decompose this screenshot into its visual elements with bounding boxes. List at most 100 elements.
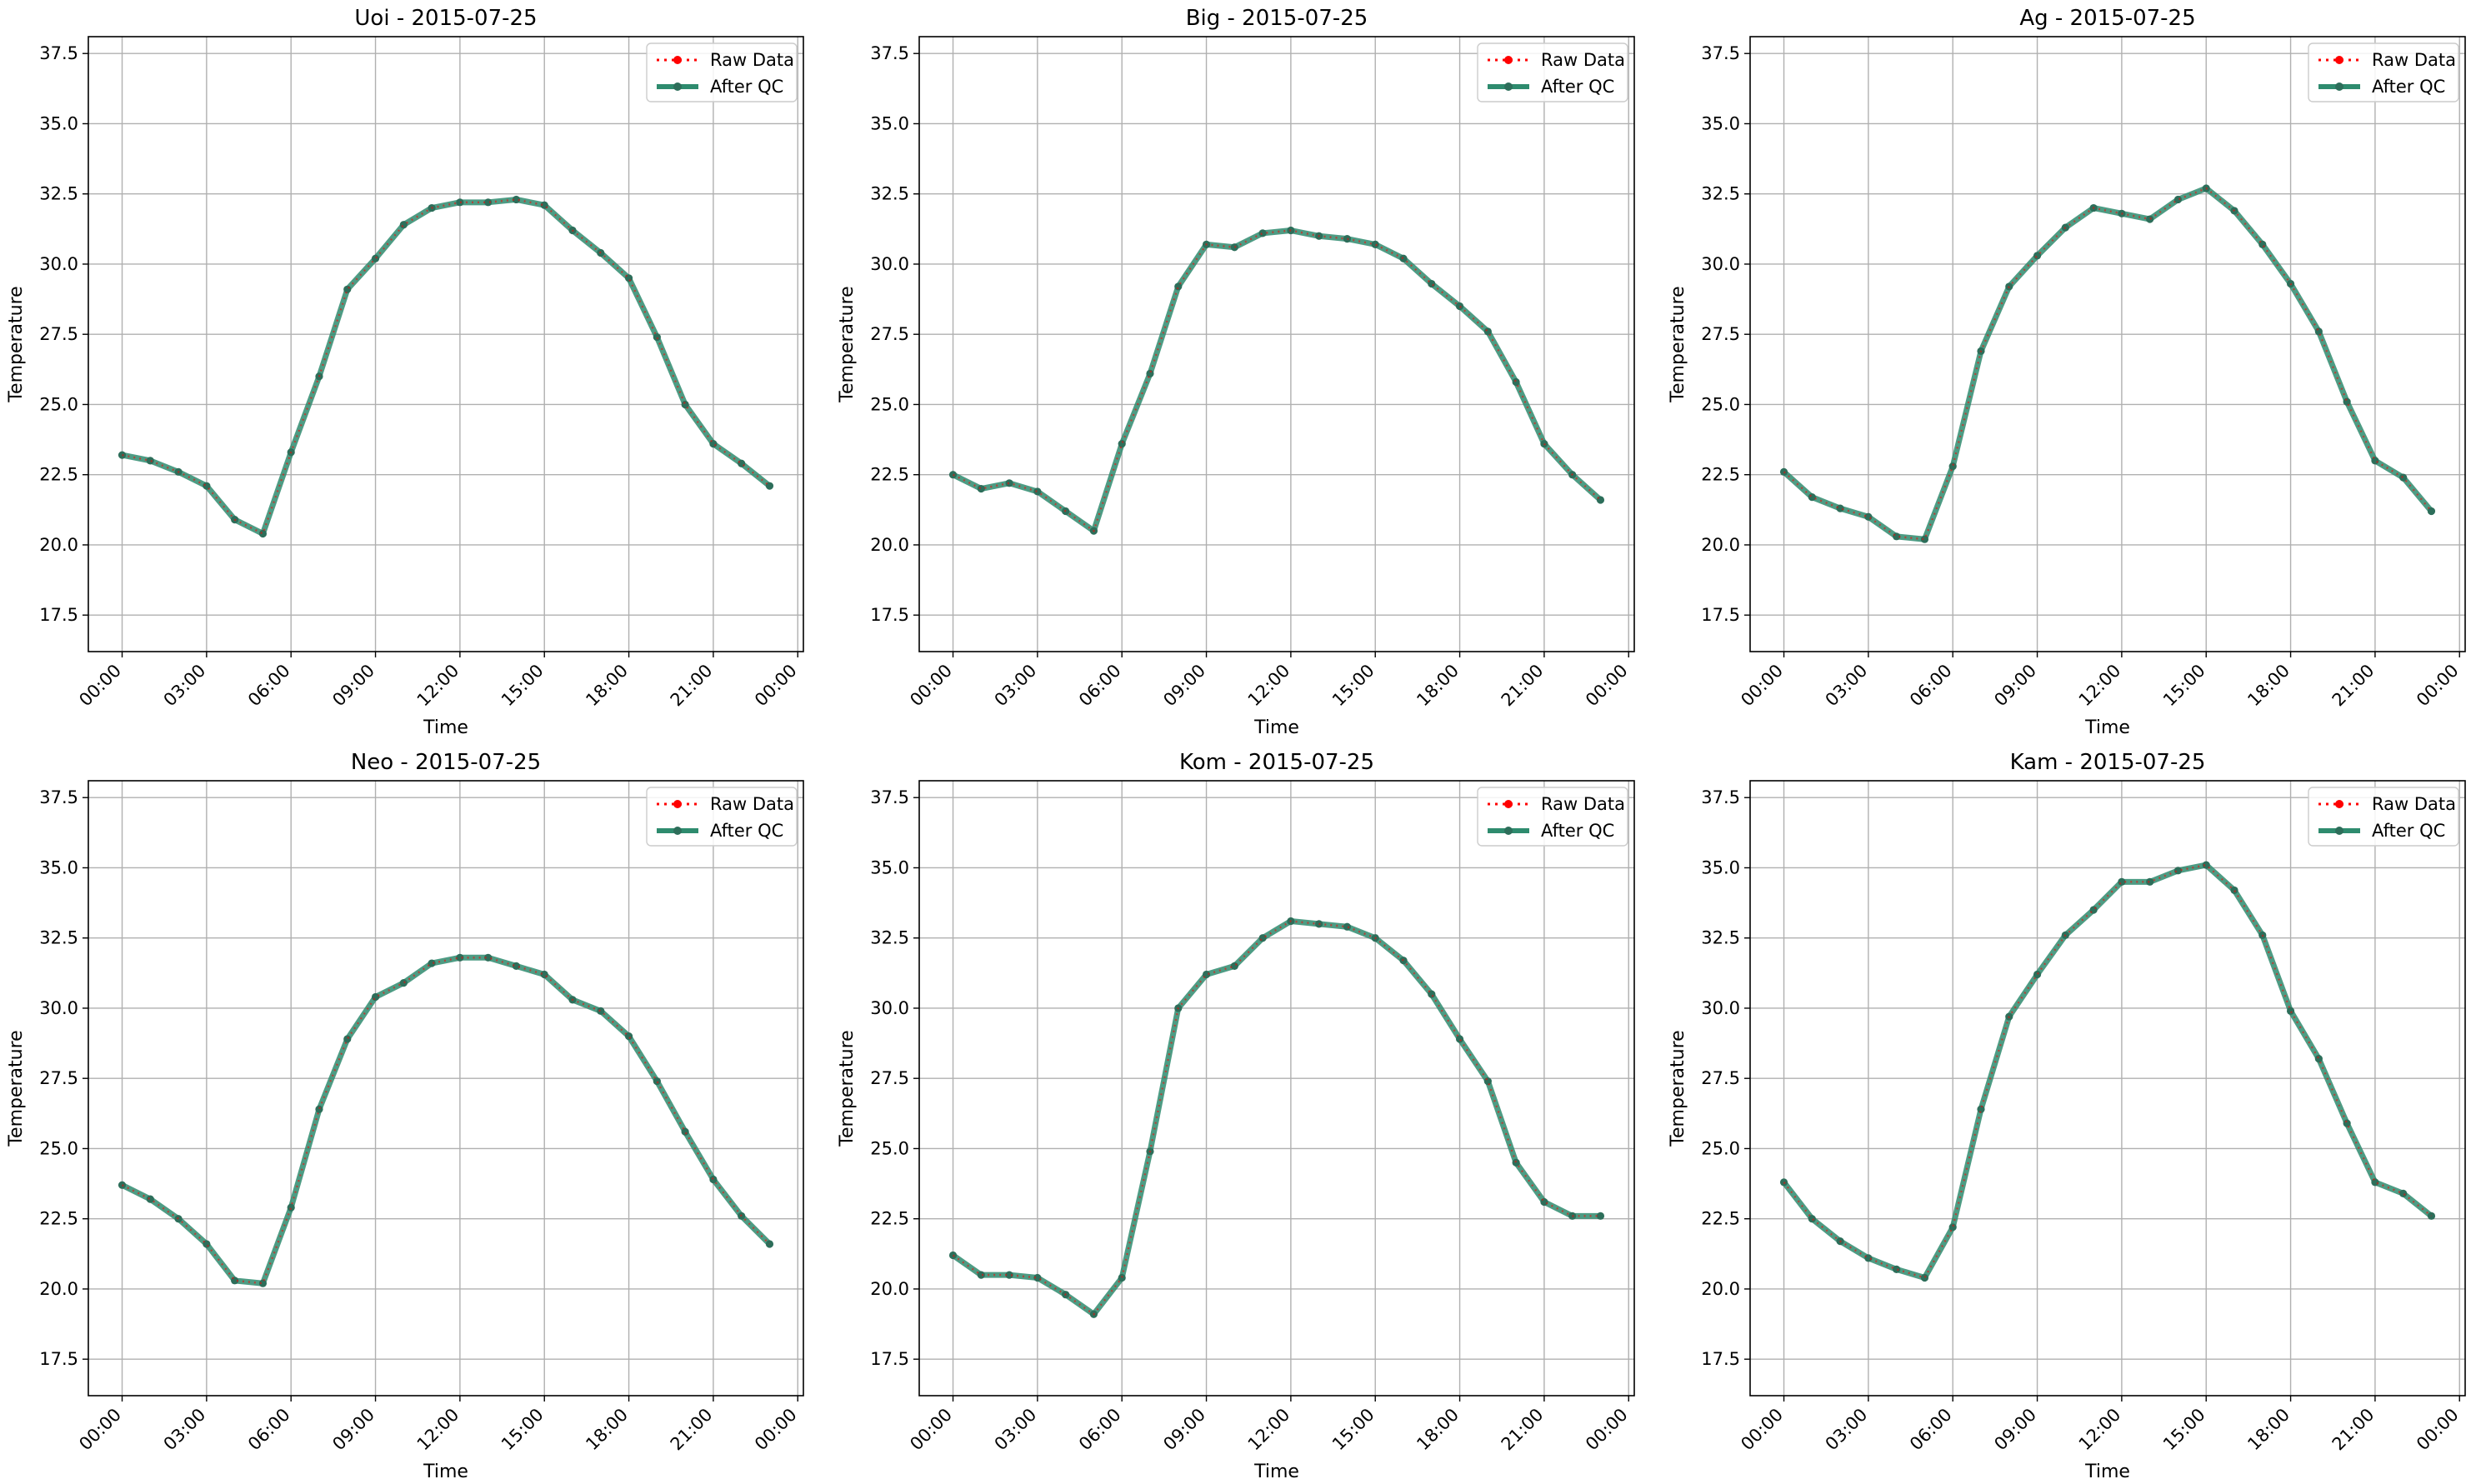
legend-marker-after-qc	[2335, 82, 2343, 91]
x-tick-label: 15:00	[2159, 1405, 2209, 1455]
legend-marker-raw-data	[2335, 56, 2343, 64]
y-tick-label: 35.0	[1701, 857, 1740, 877]
chart-title: Big - 2015-07-25	[1186, 6, 1368, 31]
series-line-after-qc	[951, 917, 1601, 1317]
data-point-after-qc	[512, 195, 521, 204]
plot-frame	[918, 36, 1635, 652]
data-point-after-qc	[2118, 877, 2126, 886]
x-tick-label: 03:00	[160, 661, 210, 711]
y-tick-label: 30.0	[1701, 254, 1740, 274]
data-point-after-qc	[1512, 377, 1520, 387]
chart-panel-4: 17.5 20.0 22.5 25.0 27.5 30.0 32.5 35.0 37.5 00:0…	[837, 750, 1635, 1482]
data-point-after-qc	[1948, 462, 1957, 471]
legend-marker-raw-data	[1504, 800, 1513, 808]
data-point-after-qc	[315, 1105, 323, 1113]
y-tick-label: 22.5	[39, 465, 78, 485]
legend-marker-raw-data	[673, 800, 682, 808]
data-point-after-qc	[371, 254, 380, 262]
data-point-after-qc	[456, 198, 464, 207]
y-tick-label: 17.5	[1701, 1349, 1740, 1369]
y-tick-label: 17.5	[39, 1349, 78, 1369]
data-point-after-qc	[484, 953, 493, 962]
data-point-after-qc	[456, 953, 464, 962]
data-point-after-qc	[1779, 467, 1788, 476]
plot-frame	[918, 780, 1635, 1397]
y-axis-label: Temperature	[1668, 1030, 1688, 1147]
data-point-after-qc	[1920, 1273, 1929, 1282]
y-tick-label: 17.5	[39, 605, 78, 625]
y-axis-label: Temperature	[1668, 286, 1688, 402]
data-point-after-qc	[146, 457, 154, 465]
data-point-after-qc	[371, 992, 380, 1002]
x-tick-label: 21:00	[1498, 1405, 1548, 1455]
data-point-after-qc	[1230, 962, 1238, 971]
x-tick-label: 18:00	[1413, 1405, 1463, 1455]
x-tick-label: 00:00	[1737, 661, 1787, 711]
legend-label-raw-data: Raw Data	[1541, 50, 1625, 70]
legend: Raw Data After QC	[1477, 787, 1628, 847]
y-tick-label: 30.0	[1701, 998, 1740, 1018]
legend-marker-after-qc	[1504, 827, 1513, 835]
data-point-after-qc	[1033, 487, 1042, 496]
plot-frame	[1749, 780, 2466, 1397]
data-point-after-qc	[1118, 1273, 1126, 1282]
data-point-after-qc	[146, 1195, 154, 1203]
x-tick-label: 18:00	[582, 661, 632, 711]
x-tick-label: 00:00	[2413, 1405, 2463, 1455]
x-tick-label: 12:00	[2075, 1405, 2125, 1455]
y-tick-label: 22.5	[870, 465, 909, 485]
x-tick-label: 09:00	[1990, 661, 2040, 711]
data-point-after-qc	[287, 1203, 295, 1212]
y-tick-label: 25.0	[39, 394, 78, 414]
y-tick-label: 35.0	[870, 113, 909, 133]
legend-marker-raw-data	[2335, 800, 2343, 808]
x-tick-label: 09:00	[328, 1405, 378, 1455]
x-tick-label: 00:00	[906, 661, 956, 711]
legend-label-after-qc: After QC	[1541, 77, 1614, 97]
series-line-after-qc	[1781, 862, 2433, 1281]
y-axis-label: Temperature	[6, 286, 27, 402]
series-line-after-qc	[121, 196, 772, 537]
y-tick-label: 22.5	[39, 1209, 78, 1229]
y-tick-label: 25.0	[870, 394, 909, 414]
data-point-after-qc	[1230, 243, 1238, 252]
chart-title: Kom - 2015-07-25	[1179, 750, 1374, 775]
data-point-after-qc	[2427, 507, 2436, 516]
data-point-after-qc	[1343, 922, 1352, 931]
legend: Raw Data After QC	[2308, 42, 2459, 102]
data-point-after-qc	[765, 1240, 774, 1248]
data-point-after-qc	[2202, 861, 2210, 869]
x-tick-label: 12:00	[1244, 1405, 1294, 1455]
data-point-after-qc	[2146, 215, 2154, 223]
x-tick-label: 09:00	[1159, 1405, 1209, 1455]
x-tick-label: 03:00	[1822, 1405, 1872, 1455]
data-point-after-qc	[2399, 473, 2408, 482]
series-line-raw-data	[952, 920, 1601, 1316]
data-point-after-qc	[399, 979, 408, 987]
y-tick-label: 27.5	[1701, 1068, 1740, 1088]
y-tick-label: 27.5	[870, 1068, 909, 1088]
data-point-after-qc	[2230, 886, 2238, 895]
x-tick-label: 18:00	[2243, 661, 2293, 711]
x-tick-label: 00:00	[75, 1405, 125, 1455]
y-tick-label: 37.5	[39, 43, 78, 63]
x-tick-label: 03:00	[991, 661, 1041, 711]
y-tick-label: 32.5	[39, 184, 78, 204]
series-line-raw-data	[1783, 863, 2433, 1279]
data-point-after-qc	[1977, 1105, 1985, 1113]
y-tick-label: 22.5	[870, 1209, 909, 1229]
x-axis-label: Time	[2084, 717, 2130, 738]
data-point-after-qc	[1948, 1223, 1957, 1232]
y-tick-label: 25.0	[39, 1138, 78, 1158]
x-tick-label: 12:00	[413, 1405, 463, 1455]
data-point-after-qc	[2146, 877, 2154, 886]
data-point-after-qc	[1005, 479, 1013, 487]
data-point-after-qc	[2033, 970, 2042, 979]
y-tick-label: 37.5	[1701, 787, 1740, 807]
data-point-after-qc	[1596, 1212, 1605, 1220]
x-tick-label: 06:00	[244, 1405, 294, 1455]
data-point-after-qc	[258, 529, 268, 538]
y-tick-label: 20.0	[870, 535, 909, 555]
x-tick-label: 15:00	[498, 1405, 548, 1455]
